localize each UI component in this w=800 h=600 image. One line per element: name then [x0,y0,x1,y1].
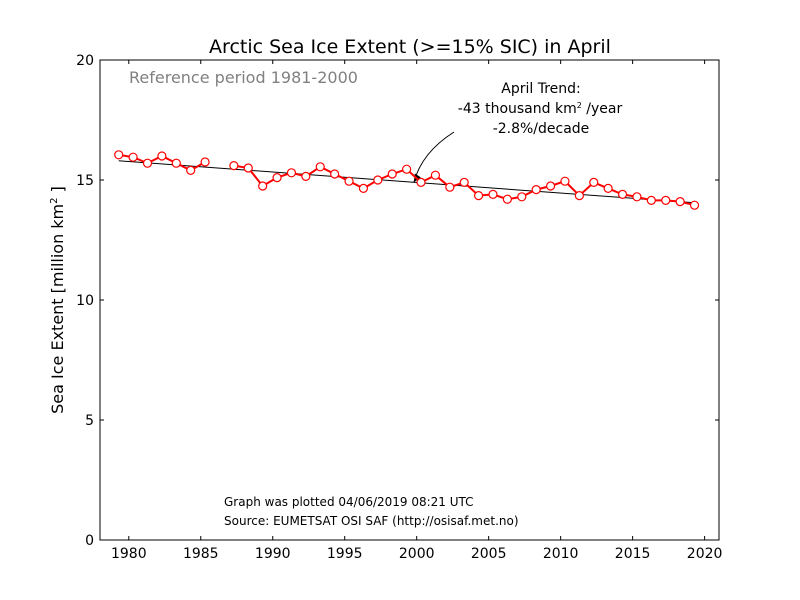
series-point [315,162,325,172]
series-point [459,177,469,187]
series-point [171,158,181,168]
series-point [344,176,354,186]
series-point [373,175,383,185]
series-point [574,191,584,201]
series-point [416,177,426,187]
series-point [617,189,628,199]
y-axis-label-superscript: 2 [49,197,60,203]
y-tick-label: 10 [76,293,94,309]
x-axis: 1980 1985 1990 1995 2000 2005 2010 2015 2020 [111,60,722,562]
reference-period-label: Reference period 1981-2000 [129,68,358,87]
trend-annotation-title: April Trend: [501,81,580,97]
series-point [114,150,124,160]
series-point [430,170,441,180]
series-point [646,195,656,205]
series-point [128,152,138,162]
y-tick-label: 0 [85,533,94,549]
series-point [157,151,167,161]
series-point [632,192,642,202]
series-point [243,163,253,173]
x-tick-label: 2015 [615,546,651,562]
x-tick-label: 1995 [327,546,363,562]
x-tick-label: 1980 [111,546,147,562]
series-point [502,194,512,204]
trend-rate-superscript: 2 [577,101,582,110]
trend-line [118,160,695,204]
series-point [531,185,541,195]
x-tick-label: 2005 [471,546,507,562]
series-point [272,173,282,183]
trend-rate-suffix: /year [582,101,623,117]
series-point [330,169,340,179]
series-point [301,171,311,181]
series-point [387,169,397,179]
series-point [545,181,556,191]
x-tick-label: 2020 [687,546,723,562]
y-axis: 0 5 10 15 20 [76,53,719,549]
series-point [675,197,685,207]
y-axis-label-prefix: Sea Ice Extent [million km [48,204,67,414]
footer-source: Source: EUMETSAT OSI SAF (http://osisaf.… [224,514,519,528]
series-point [689,200,700,210]
y-axis-label: Sea Ice Extent [million km2 ] [48,186,67,414]
series-point [186,165,196,175]
series-point [603,183,613,193]
trend-layer [118,160,695,204]
x-tick-label: 1990 [255,546,291,562]
trend-annotation-rate: -43 thousand km2 /year [458,101,623,117]
series-point [200,157,210,167]
y-tick-label: 20 [76,53,94,69]
footer-plot-timestamp: Graph was plotted 04/06/2019 08:21 UTC [224,495,474,509]
series-point [229,161,239,171]
trend-rate-prefix: -43 thousand km [458,101,577,117]
series-point [661,195,671,205]
y-axis-label-suffix: ] [48,186,67,197]
trend-annotation-decade: -2.8%/decade [493,121,590,137]
chart-title: Arctic Sea Ice Extent (>=15% SIC) in Apr… [209,36,611,58]
series-point [402,164,412,174]
series-layer [114,150,700,210]
x-tick-label: 2010 [543,546,579,562]
series-point [589,177,599,187]
series-point [560,176,570,186]
series-point [473,191,484,201]
x-tick-label: 2000 [399,546,435,562]
series-point [517,192,527,202]
x-tick-label: 1985 [183,546,219,562]
series-point [142,158,153,168]
plot-area [99,59,720,541]
series-point [286,168,297,178]
series-point [445,182,455,192]
trend-annotation: April Trend: -43 thousand km2 /year -2.8… [458,81,623,137]
series-point [358,183,369,193]
y-tick-label: 5 [85,413,94,429]
series-point [258,181,268,191]
series-point [488,189,498,199]
y-tick-label: 15 [76,173,94,189]
